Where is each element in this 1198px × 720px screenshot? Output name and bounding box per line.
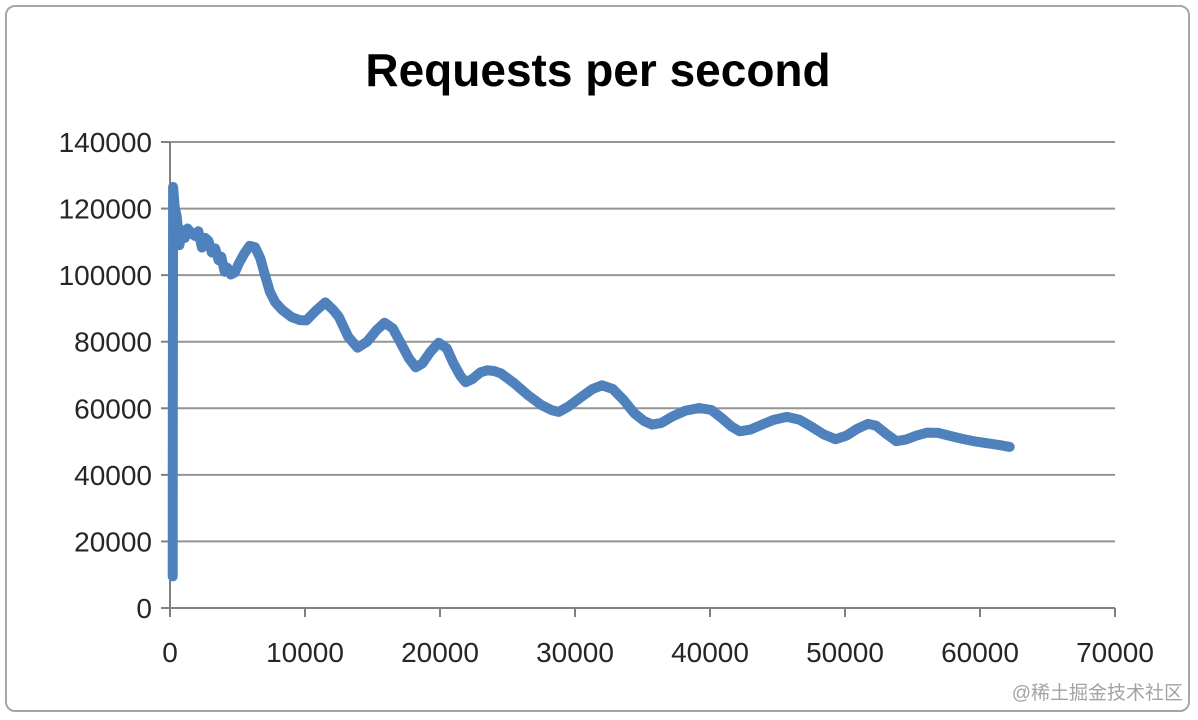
x-axis-tick-label: 0	[162, 637, 178, 668]
y-axis-tick-label: 0	[136, 593, 152, 624]
x-axis-tick-label: 60000	[941, 637, 1019, 668]
gridlines	[170, 141, 1115, 543]
x-axis-tick-labels: 0 10000 20000 30000 40000 50000 60000 70000	[162, 637, 1154, 668]
x-axis-tick-label: 70000	[1076, 637, 1154, 668]
chart-border	[5, 5, 1190, 712]
y-axis-tick-label: 120000	[59, 194, 152, 225]
x-axis-tick-label: 50000	[806, 637, 884, 668]
y-axis-tick-label: 20000	[74, 526, 152, 557]
y-axis-tick-label: 40000	[74, 460, 152, 491]
y-axis-tick-label: 100000	[59, 260, 152, 291]
axes	[161, 141, 1116, 617]
series-lines	[167, 181, 1015, 582]
series-line	[167, 181, 1015, 582]
x-axis-tick-label: 30000	[536, 637, 614, 668]
y-axis-tick-label: 140000	[59, 127, 152, 158]
chart-title: Requests per second	[365, 44, 830, 96]
x-axis-tick-label: 20000	[401, 637, 479, 668]
x-axis-tick-label: 10000	[266, 637, 344, 668]
watermark: @稀土掘金技术社区	[1012, 682, 1183, 704]
x-axis-tick-label: 40000	[671, 637, 749, 668]
y-axis-tick-label: 80000	[74, 327, 152, 358]
y-axis-tick-labels: 0 20000 40000 60000 80000 100000 120000 140000	[59, 127, 152, 624]
y-axis-tick-label: 60000	[74, 393, 152, 424]
